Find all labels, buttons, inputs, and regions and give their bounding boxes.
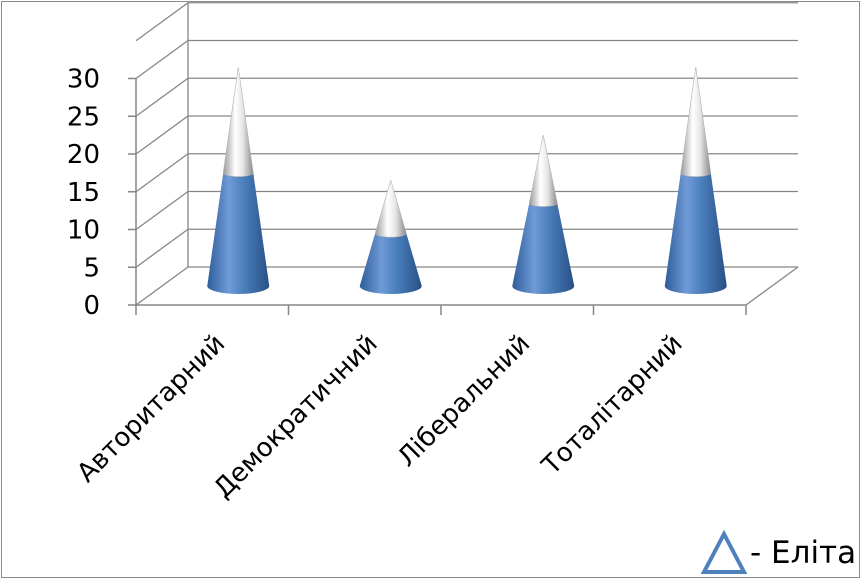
x-tick-label: Авторитарний: [71, 329, 231, 489]
cone-segment-base: [207, 172, 270, 294]
y-tick-label: 15: [67, 178, 100, 208]
gridline-depth: [135, 190, 189, 231]
y-tick-label: 30: [67, 65, 100, 95]
gridline-depth: [135, 153, 189, 193]
gridline-depth: [135, 228, 189, 268]
legend: - Еліта: [700, 528, 856, 578]
gridline-depth: [135, 39, 189, 80]
cone-1: [207, 67, 270, 294]
cone-segment-base: [512, 202, 575, 294]
cone-segment-base: [664, 172, 727, 294]
triangle-outline-icon: [700, 530, 748, 574]
y-tick-label: 5: [83, 253, 100, 283]
floor-edge: [745, 266, 799, 306]
cone-3: [512, 134, 575, 294]
cone-2: [359, 179, 422, 294]
y-tick-label: 10: [67, 216, 100, 246]
gridline-depth: [135, 77, 189, 117]
y-tick-label: 0: [83, 291, 100, 321]
x-tick-label: Тоталітарний: [536, 329, 689, 482]
cone-segment-tip: [222, 67, 254, 177]
cone-segment-tip: [374, 179, 407, 238]
cones-layer: [207, 67, 727, 294]
cone-segment-tip: [528, 134, 558, 207]
y-tick-label: 20: [67, 140, 100, 170]
cone-segment-tip: [680, 67, 712, 177]
gridline-depth: [135, 2, 189, 42]
cone-4: [664, 67, 727, 294]
legend-label: - Еліта: [750, 535, 857, 571]
x-tick-label: Демократичний: [208, 329, 383, 504]
gridline-depth: [135, 115, 189, 155]
x-tick-label: Ліберальний: [392, 329, 536, 473]
axis-layer: [128, 77, 747, 315]
cone-segment-base: [359, 233, 422, 294]
gridline-depth: [135, 266, 189, 306]
y-tick-label: 25: [67, 102, 100, 132]
